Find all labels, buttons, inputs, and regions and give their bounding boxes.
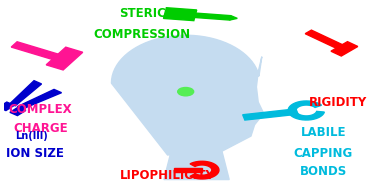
Polygon shape bbox=[230, 16, 237, 20]
Polygon shape bbox=[331, 42, 358, 56]
Text: LABILE: LABILE bbox=[301, 126, 346, 139]
Text: LIPOPHILICITY: LIPOPHILICITY bbox=[120, 169, 215, 182]
Polygon shape bbox=[305, 30, 345, 49]
Polygon shape bbox=[17, 89, 62, 109]
Polygon shape bbox=[0, 102, 14, 111]
Polygon shape bbox=[174, 168, 202, 172]
Text: CAPPING: CAPPING bbox=[294, 147, 353, 160]
Polygon shape bbox=[46, 47, 83, 70]
Polygon shape bbox=[163, 8, 197, 21]
Polygon shape bbox=[10, 81, 41, 106]
Text: ION SIZE: ION SIZE bbox=[6, 147, 64, 160]
Polygon shape bbox=[288, 101, 325, 120]
Polygon shape bbox=[164, 151, 229, 180]
Text: STERIC: STERIC bbox=[119, 7, 166, 20]
Polygon shape bbox=[190, 161, 219, 179]
Polygon shape bbox=[112, 35, 264, 155]
Text: COMPLEX: COMPLEX bbox=[9, 103, 72, 116]
Text: BONDS: BONDS bbox=[300, 166, 347, 178]
Circle shape bbox=[178, 88, 194, 96]
Text: CHARGE: CHARGE bbox=[13, 122, 68, 135]
Polygon shape bbox=[10, 107, 26, 116]
Text: COMPRESSION: COMPRESSION bbox=[94, 28, 191, 40]
Polygon shape bbox=[243, 109, 298, 120]
Text: Ln(III): Ln(III) bbox=[15, 131, 48, 141]
Polygon shape bbox=[195, 13, 231, 20]
Text: RIGIDITY: RIGIDITY bbox=[309, 96, 367, 108]
Polygon shape bbox=[11, 42, 61, 60]
